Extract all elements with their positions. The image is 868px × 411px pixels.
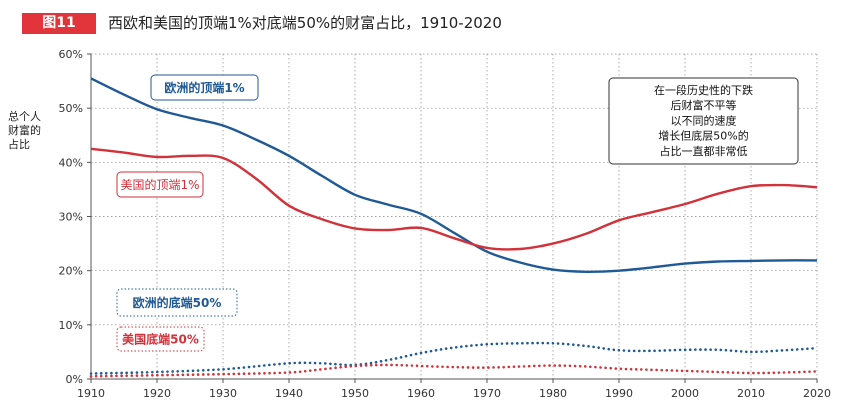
series-line-europe-top1 bbox=[90, 77, 818, 274]
axes: 1910 1920 1930 1940 1950 1960 1970 1980 1990 2000… bbox=[59, 48, 831, 400]
x-tick-label: 1920 bbox=[143, 387, 171, 400]
label-us-bottom50-box bbox=[116, 326, 205, 352]
annotation-box: 在一段历史性的下跌后财富不平等以不同的速度增长但底层50%的占比一直都非常低 bbox=[608, 77, 799, 165]
label-us-bottom50: 美国底端50% bbox=[122, 332, 199, 347]
series-line-europe-bottom50 bbox=[89, 341, 819, 375]
label-europe-top1-box bbox=[150, 74, 259, 101]
series-labels: 欧洲的顶端1% 美国的顶端1% 欧洲的底端50% 美国底端50% bbox=[116, 74, 259, 352]
annotation-frame bbox=[608, 77, 799, 165]
x-tick-label: 1910 bbox=[77, 387, 105, 400]
x-tick-label: 1940 bbox=[275, 387, 303, 400]
series bbox=[89, 77, 819, 378]
x-tick-label: 2020 bbox=[803, 387, 831, 400]
x-tick-label: 1970 bbox=[473, 387, 501, 400]
x-tick-label: 1930 bbox=[209, 387, 237, 400]
label-europe-bottom50: 欧洲的底端50% bbox=[133, 295, 222, 310]
series-line-us-bottom50 bbox=[89, 363, 819, 378]
x-tick-label: 1980 bbox=[539, 387, 567, 400]
x-tick-label: 1960 bbox=[407, 387, 435, 400]
y-tick-label: 50% bbox=[59, 102, 83, 115]
figure-number-badge: 图11 bbox=[22, 13, 96, 34]
x-tick-label: 2000 bbox=[671, 387, 699, 400]
series-line-us-top1 bbox=[90, 147, 818, 251]
label-europe-top1: 欧洲的顶端1% bbox=[164, 80, 244, 95]
x-tick-label: 1950 bbox=[341, 387, 369, 400]
y-tick-label: 20% bbox=[59, 265, 83, 278]
y-tick-label: 60% bbox=[59, 48, 83, 61]
chart-title: 西欧和美国的顶端1%对底端50%的财富占比，1910-2020 bbox=[108, 14, 502, 32]
label-us-top1: 美国的顶端1% bbox=[120, 177, 199, 192]
y-axis-label: 总个人财富的占比 bbox=[8, 110, 41, 151]
y-tick-label: 0% bbox=[66, 373, 83, 386]
label-us-top1-box bbox=[116, 171, 204, 198]
annotation-text: 在一段历史性的下跌后财富不平等以不同的速度增长但底层50%的占比一直都非常低 bbox=[654, 83, 753, 158]
x-tick-label: 1990 bbox=[605, 387, 633, 400]
y-tick-label: 40% bbox=[59, 156, 83, 169]
label-europe-bottom50-box bbox=[116, 288, 238, 317]
y-tick-label: 10% bbox=[59, 319, 83, 332]
x-tick-label: 2010 bbox=[737, 387, 765, 400]
y-tick-label: 30% bbox=[59, 211, 83, 224]
